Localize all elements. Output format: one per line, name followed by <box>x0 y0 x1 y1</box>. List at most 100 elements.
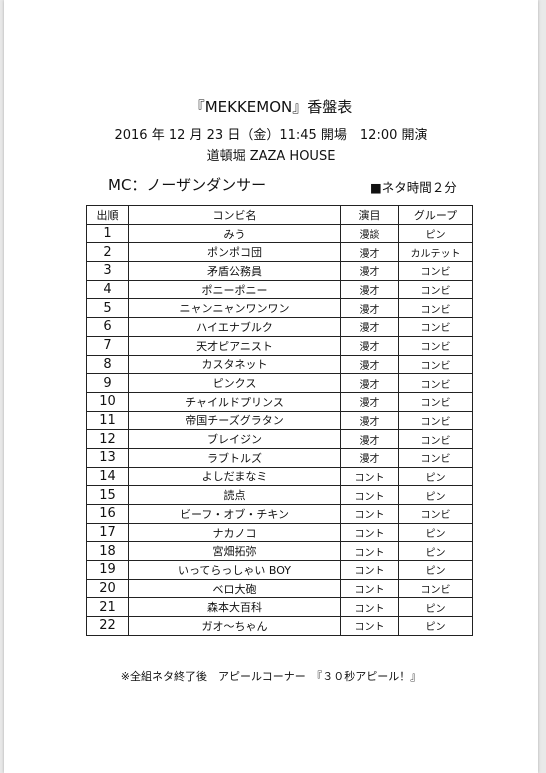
combi-name-cell: チャイルドプリンス <box>128 391 341 412</box>
order-cell: 22 <box>86 616 129 636</box>
order-cell: 13 <box>86 447 129 468</box>
program-cell: 漫才 <box>340 373 399 393</box>
group-cell: コンビ <box>398 504 473 524</box>
program-cell: 漫才 <box>340 261 399 281</box>
table-row: 16 ビーフ・オブ・チキン コント コンビ <box>86 504 473 524</box>
table-row: 4 ポニーポニー 漫才 コンビ <box>86 279 473 300</box>
table-row: 3 矛盾公務員 漫才 コンビ <box>86 261 473 281</box>
document-page: 『MEKKEMON』香盤表 2016 年 12 月 23 日（金）11:45 開… <box>4 0 538 773</box>
footer-note: ※全組ネタ終了後 アピールコーナー 『３０秒アピール！』 <box>120 670 422 683</box>
group-cell: コンビ <box>398 410 473 431</box>
order-cell: 3 <box>86 261 129 281</box>
date-line: 2016 年 12 月 23 日（金）11:45 開場 12:00 開演 <box>114 128 428 143</box>
combi-name-cell: ナカノコ <box>128 522 341 543</box>
group-cell: コンビ <box>398 335 473 356</box>
combi-name-cell: ブレイジン <box>128 429 341 449</box>
program-cell: 漫才 <box>340 391 399 412</box>
table-row: 7 天才ピアニスト 漫才 コンビ <box>86 335 473 356</box>
order-cell: 10 <box>86 391 129 412</box>
program-cell: 漫才 <box>340 317 399 337</box>
table-header-row: 出順 コンビ名 演目 グループ <box>86 205 473 225</box>
group-cell: コンビ <box>398 354 473 375</box>
group-cell: コンビ <box>398 261 473 281</box>
table-row: 8 カスタネット 漫才 コンビ <box>86 354 473 375</box>
combi-name-cell: ポンポコ団 <box>128 242 341 263</box>
program-cell: コント <box>340 466 399 487</box>
program-cell: コント <box>340 616 399 636</box>
header-order: 出順 <box>86 205 129 225</box>
table-row: 12 ブレイジン 漫才 コンビ <box>86 429 473 449</box>
venue-line: 道頓堀 ZAZA HOUSE <box>206 149 336 164</box>
group-cell: ピン <box>398 522 473 543</box>
group-cell: コンビ <box>398 298 473 319</box>
table-row: 15 読点 コント ピン <box>86 485 473 505</box>
table-row: 2 ポンポコ団 漫才 カルテット <box>86 242 473 263</box>
program-cell: 漫才 <box>340 242 399 263</box>
table-row: 5 ニャンニャンワンワン 漫才 コンビ <box>86 298 473 319</box>
order-cell: 11 <box>86 410 129 431</box>
combi-name-cell: 天才ピアニスト <box>128 335 341 356</box>
combi-name-cell: ラブトルズ <box>128 447 341 468</box>
order-cell: 7 <box>86 335 129 356</box>
program-cell: 漫才 <box>340 429 399 449</box>
order-cell: 5 <box>86 298 129 319</box>
page-title: 『MEKKEMON』香盤表 <box>189 98 353 116</box>
combi-name-cell: 帝国チーズグラタン <box>128 410 341 431</box>
program-cell: 漫才 <box>340 447 399 468</box>
program-cell: 漫才 <box>340 354 399 375</box>
order-cell: 2 <box>86 242 129 263</box>
combi-name-cell: 読点 <box>128 485 341 505</box>
neta-time-note: ■ネタ時間２分 <box>370 180 457 195</box>
header-group: グループ <box>398 205 473 225</box>
order-cell: 18 <box>86 541 129 562</box>
order-cell: 8 <box>86 354 129 375</box>
program-cell: 漫才 <box>340 279 399 300</box>
order-cell: 9 <box>86 373 129 393</box>
program-cell: コント <box>340 560 399 580</box>
table-row: 10 チャイルドプリンス 漫才 コンビ <box>86 391 473 412</box>
header-combi-name: コンビ名 <box>128 205 341 225</box>
group-cell: コンビ <box>398 429 473 449</box>
table-row: 9 ピンクス 漫才 コンビ <box>86 373 473 393</box>
order-cell: 20 <box>86 578 129 599</box>
combi-name-cell: ピンクス <box>128 373 341 393</box>
combi-name-cell: ガオ～ちゃん <box>128 616 341 636</box>
table-body: 1 みう 漫談 ピン 2 ポンポコ団 漫才 カルテット 3 矛盾公務員 漫才 コンビ 4 ポニーポニー 漫才… <box>86 223 473 636</box>
table-row: 14 よしだまなミ コント ピン <box>86 466 473 487</box>
combi-name-cell: カスタネット <box>128 354 341 375</box>
program-cell: コント <box>340 504 399 524</box>
group-cell: ピン <box>398 466 473 487</box>
order-cell: 4 <box>86 279 129 300</box>
group-cell: コンビ <box>398 317 473 337</box>
order-cell: 19 <box>86 560 129 580</box>
program-cell: コント <box>340 541 399 562</box>
group-cell: ピン <box>398 597 473 618</box>
group-cell: ピン <box>398 485 473 505</box>
group-cell: ピン <box>398 560 473 580</box>
table-row: 20 ベロ大砲 コント コンビ <box>86 578 473 599</box>
lineup-table: 出順 コンビ名 演目 グループ 1 みう 漫談 ピン 2 ポンポコ団 漫才 カルテット 3 矛盾公… <box>86 205 473 636</box>
order-cell: 14 <box>86 466 129 487</box>
header-program: 演目 <box>340 205 399 225</box>
table-row: 19 いってらっしゃい BOY コント ピン <box>86 560 473 580</box>
order-cell: 12 <box>86 429 129 449</box>
combi-name-cell: ベロ大砲 <box>128 578 341 599</box>
order-cell: 15 <box>86 485 129 505</box>
combi-name-cell: ハイエナブルク <box>128 317 341 337</box>
table-row: 21 森本大百科 コント ピン <box>86 597 473 618</box>
group-cell: コンビ <box>398 447 473 468</box>
program-cell: 漫才 <box>340 410 399 431</box>
group-cell: コンビ <box>398 578 473 599</box>
group-cell: コンビ <box>398 391 473 412</box>
group-cell: カルテット <box>398 242 473 263</box>
program-cell: コント <box>340 597 399 618</box>
program-cell: 漫談 <box>340 223 399 244</box>
table-row: 22 ガオ～ちゃん コント ピン <box>86 616 473 636</box>
table-row: 18 宮畑拓弥 コント ピン <box>86 541 473 562</box>
combi-name-cell: よしだまなミ <box>128 466 341 487</box>
table-row: 11 帝国チーズグラタン 漫才 コンビ <box>86 410 473 431</box>
combi-name-cell: みう <box>128 223 341 244</box>
order-cell: 17 <box>86 522 129 543</box>
table-row: 6 ハイエナブルク 漫才 コンビ <box>86 317 473 337</box>
table-row: 13 ラブトルズ 漫才 コンビ <box>86 447 473 468</box>
